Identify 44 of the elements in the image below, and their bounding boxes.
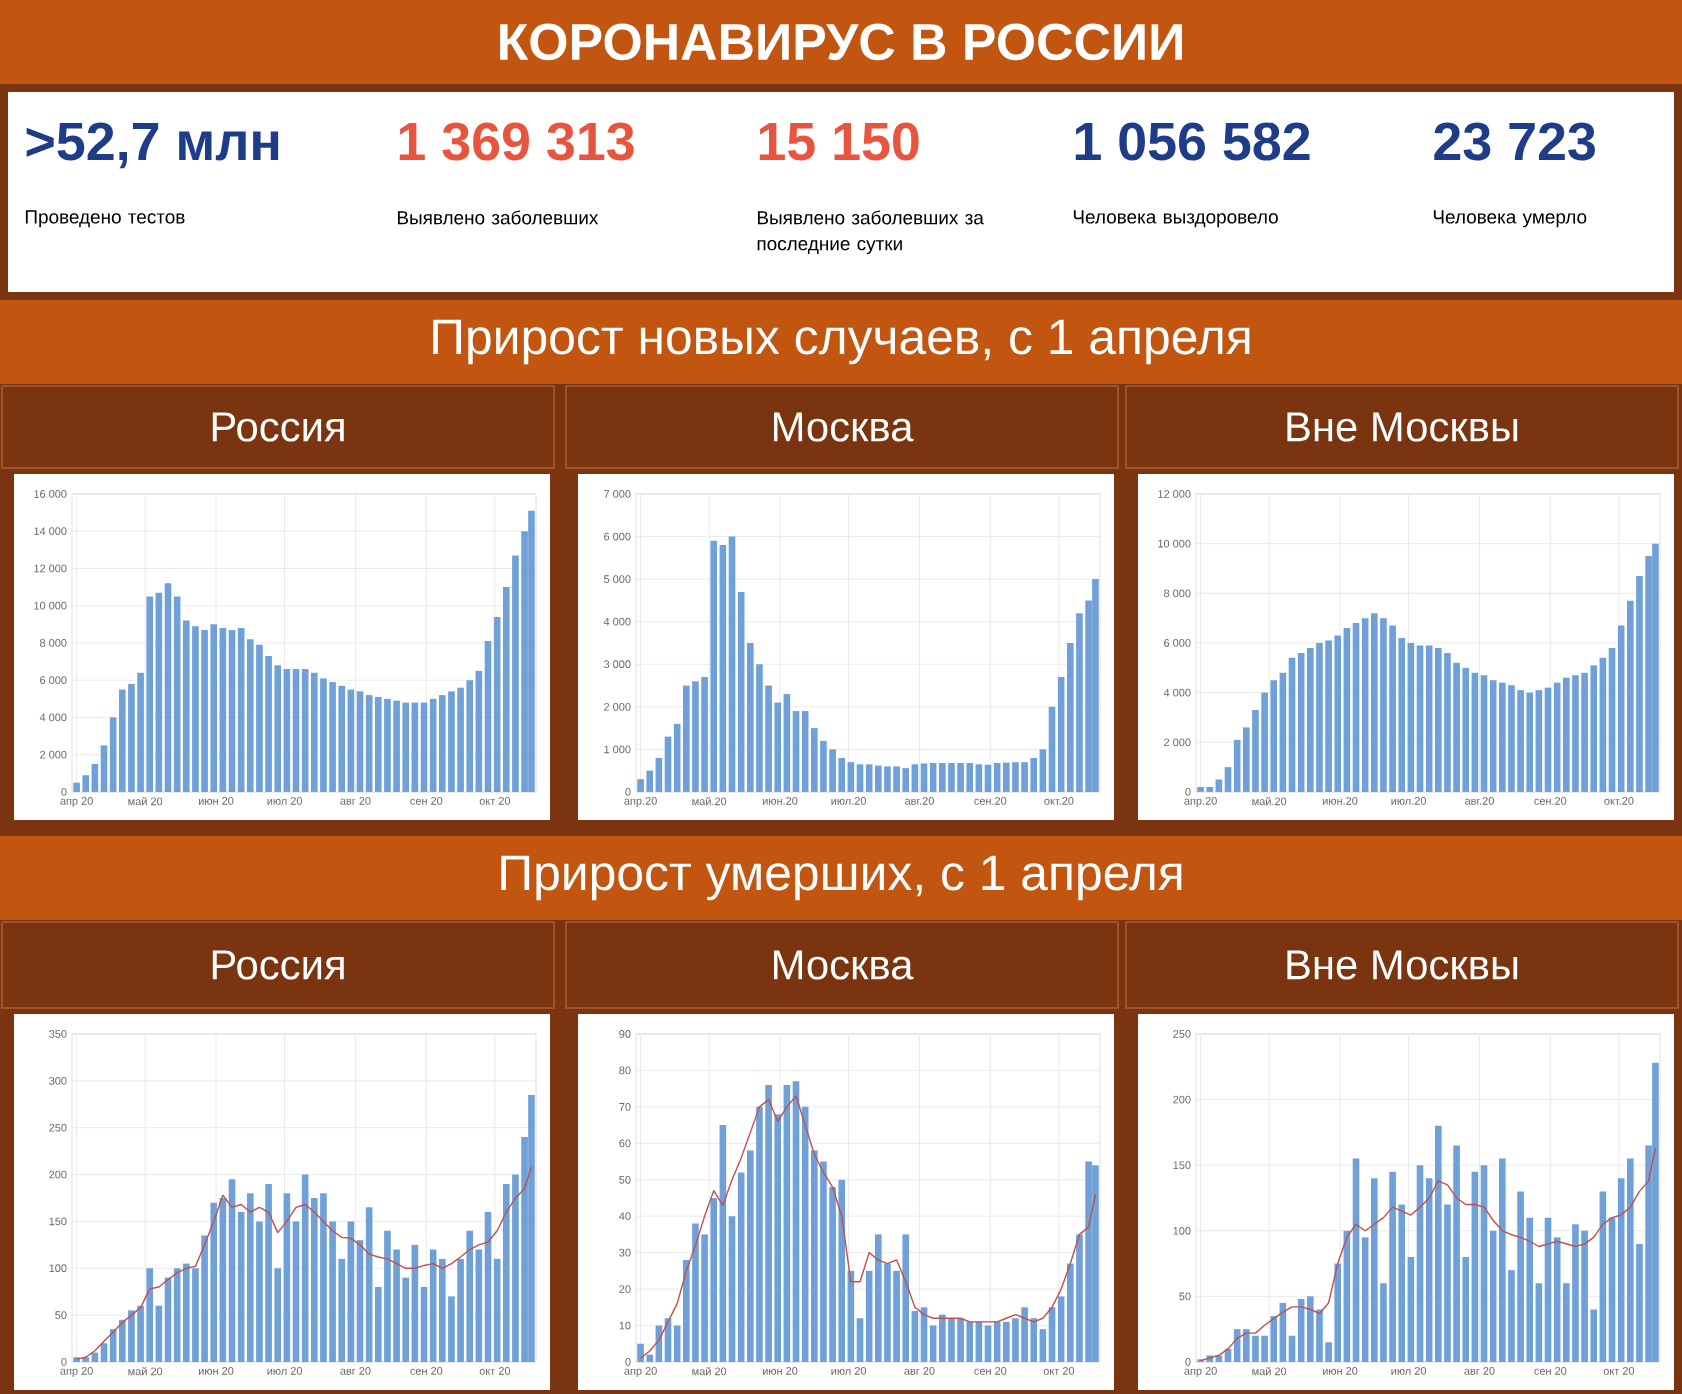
- bar: [920, 763, 928, 792]
- bar: [420, 702, 428, 792]
- chart-title: Москва: [774, 412, 914, 442]
- bar: [1544, 687, 1552, 792]
- chart-title: Вне Москвы: [1287, 412, 1518, 442]
- bar: [984, 764, 992, 792]
- bar: [1416, 1165, 1424, 1362]
- bar: [1352, 623, 1360, 792]
- bar: [1480, 1165, 1488, 1362]
- bar: [528, 510, 535, 792]
- bar: [792, 1081, 800, 1362]
- bar: [1092, 579, 1099, 792]
- bar: [228, 1179, 236, 1362]
- bar: [728, 536, 736, 792]
- bar: [1652, 543, 1659, 792]
- text: Человека умерло: [1433, 210, 1587, 228]
- text: Выявлено заболевших за последние сутки: [757, 210, 984, 255]
- bar: [1092, 1165, 1099, 1362]
- bar: [1288, 657, 1296, 792]
- chart-title: Москва: [774, 950, 914, 980]
- bar: [292, 669, 300, 792]
- bar: [1352, 1158, 1360, 1362]
- text: Прирост умерших, с 1 апреля: [501, 855, 1182, 901]
- text: Выявлено заболевших: [397, 210, 599, 225]
- text: Прирост новых случаев, с 1 апреля: [433, 319, 1250, 365]
- bar: [856, 764, 864, 792]
- bar: [528, 1094, 535, 1362]
- text: 23 723: [1434, 122, 1595, 161]
- bar: [1416, 645, 1424, 792]
- text: 15 150: [759, 122, 919, 161]
- chart-title: Россия: [212, 950, 344, 980]
- text: Проведено тестов: [25, 210, 185, 228]
- bar: [164, 583, 172, 792]
- text: 1 056 582: [1075, 122, 1310, 161]
- text: КОРОНАВИРУС В РОССИИ: [500, 23, 1182, 61]
- bar: [1652, 1062, 1659, 1362]
- bar: [228, 629, 236, 792]
- text: >52,7 млн: [26, 122, 279, 169]
- text: 1 369 313: [399, 122, 634, 161]
- chart-title: Вне Москвы: [1287, 950, 1518, 980]
- bar: [356, 691, 364, 792]
- text: Человека выздоровело: [1073, 210, 1278, 228]
- bar: [1480, 675, 1488, 792]
- chart-title: Россия: [212, 412, 344, 442]
